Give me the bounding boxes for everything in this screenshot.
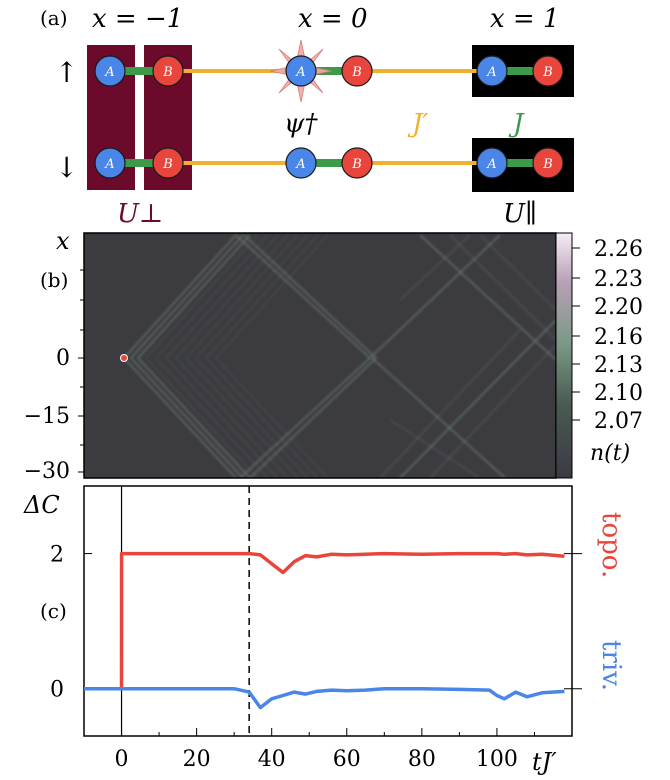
colorbar-ticks (572, 247, 580, 421)
colorbar-tick-label: 2.23 (594, 267, 643, 292)
site-b-icon (341, 55, 373, 87)
panel-b-y-tick-label: −30 (24, 459, 70, 484)
panel-b-y-tick-label: −15 (24, 404, 70, 429)
u-perp-label: U⊥ (117, 199, 163, 229)
site-a-icon (285, 55, 317, 87)
y-tick-label: 0 (50, 678, 64, 703)
site-b-icon (152, 55, 184, 87)
site-a-icon (476, 147, 508, 179)
x-tick-label: 100 (476, 747, 518, 772)
site-b-label: B (542, 157, 553, 172)
site-b-label: B (351, 157, 362, 172)
site-a-icon (285, 147, 317, 179)
colorbar-tick-label: 2.13 (594, 353, 643, 378)
x-label-minus-one: x = −1 (92, 4, 183, 34)
panel-b-label: (b) (40, 268, 68, 292)
panel-b-y-ticks (78, 269, 84, 473)
site-b-label: B (542, 65, 553, 80)
site-b-label: B (162, 65, 173, 80)
site-a-label: A (104, 157, 114, 172)
panel-c-label: (c) (40, 599, 67, 623)
panel-b: 2.26 2.23 2.20 2.16 2.13 2.10 2.07 n(t) … (24, 227, 643, 484)
panel-c-x-axis-label: tJ′ (532, 748, 557, 776)
site-a-label: A (295, 65, 305, 80)
j-label: J (508, 109, 525, 139)
x-label-one: x = 1 (490, 4, 560, 34)
x-tick-label: 80 (408, 747, 436, 772)
colorbar-tick-label: 2.07 (594, 409, 643, 434)
colorbar-tick-label: 2.10 (594, 381, 643, 406)
site-b-label: B (162, 157, 173, 172)
colorbar-tick-label: 2.16 (594, 325, 643, 350)
u-par-label: U∥ (503, 199, 537, 229)
site-a-label: A (295, 157, 305, 172)
site-b-icon (532, 55, 564, 87)
heatmap (84, 233, 556, 478)
colorbar-tick-label: 2.26 (594, 237, 643, 262)
topo-label: topo. (596, 512, 626, 578)
site-b-icon (152, 147, 184, 179)
site-a-icon (476, 55, 508, 87)
triv-label: triv. (596, 640, 626, 691)
injection-point (120, 354, 128, 362)
panel-a-label: (a) (40, 6, 68, 30)
panel-a: (a) x = −1 x = 0 x = 1 ↑ ↓ (40, 4, 574, 229)
site-a-icon (94, 55, 126, 87)
x-tick-label: 0 (115, 747, 129, 772)
triv-series-line (84, 686, 565, 710)
x-label-zero: x = 0 (298, 4, 368, 34)
colorbar-axis-label: n(t) (590, 441, 630, 466)
x-tick-label: 60 (333, 747, 361, 772)
topo-series-line (84, 551, 565, 691)
panel-c-y-axis-label: ΔC (23, 491, 60, 519)
colorbar (555, 232, 573, 479)
heatmap-wavefronts (123, 234, 556, 478)
panel-b-y-axis-label: x (56, 227, 70, 255)
panel-c: 0 20 40 60 80 100 0 2 ΔC (c) topo. triv. tJ′ (23, 485, 626, 776)
panel-b-y-tick-label: 0 (56, 346, 70, 371)
site-a-label: A (486, 157, 496, 172)
site-a-label: A (486, 65, 496, 80)
spin-down-arrow: ↓ (55, 151, 78, 184)
site-b-label: B (351, 65, 362, 80)
site-a-label: A (104, 65, 114, 80)
site-a-icon (94, 147, 126, 179)
x-tick-label: 40 (258, 747, 286, 772)
spin-up-arrow: ↑ (55, 56, 78, 89)
site-b-icon (532, 147, 564, 179)
y-tick-label: 2 (50, 543, 64, 568)
psi-dagger-label: ψ† (284, 109, 318, 139)
j-prime-label: J′ (407, 109, 428, 139)
colorbar-tick-label: 2.20 (594, 295, 643, 320)
x-tick-label: 20 (183, 747, 211, 772)
panel-c-frame (83, 485, 573, 737)
site-b-icon (341, 147, 373, 179)
